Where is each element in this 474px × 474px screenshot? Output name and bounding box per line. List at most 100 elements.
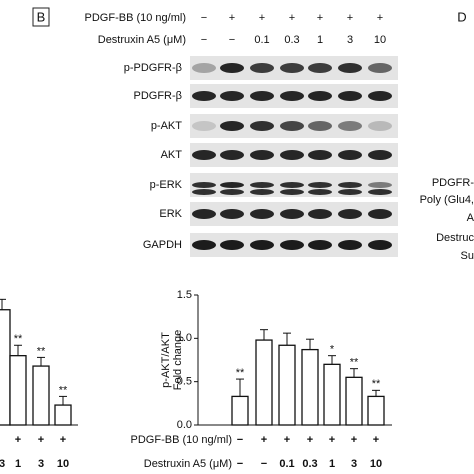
- band: [220, 63, 244, 73]
- band: [338, 240, 362, 250]
- band: [280, 182, 304, 188]
- band: [220, 91, 244, 101]
- row-value: 0.3: [302, 458, 317, 470]
- band: [338, 121, 362, 131]
- treatment-value: +: [229, 12, 235, 24]
- side-text: PDGFR-: [432, 177, 474, 189]
- treatment-label: PDGF-BB (10 ng/ml): [85, 12, 186, 24]
- band: [368, 182, 392, 188]
- band: [308, 91, 332, 101]
- y-tick-label: 1.5: [177, 289, 192, 301]
- band: [308, 189, 332, 195]
- row-value: 0.1: [279, 458, 294, 470]
- treatment-value: −: [201, 34, 207, 46]
- side-text: Destruc: [436, 232, 474, 244]
- row-value: +: [329, 434, 335, 446]
- band: [368, 121, 392, 131]
- band: [280, 189, 304, 195]
- band: [368, 189, 392, 195]
- band: [338, 150, 362, 160]
- side-text: Su: [461, 250, 474, 262]
- significance: **: [37, 345, 46, 357]
- treatment-value: 10: [374, 34, 386, 46]
- band: [308, 150, 332, 160]
- band-label: AKT: [161, 149, 183, 161]
- band-label: p-PDGFR-β: [124, 62, 182, 74]
- bar: [0, 309, 11, 426]
- band: [338, 91, 362, 101]
- band: [250, 150, 274, 160]
- row-value: 1: [329, 458, 335, 470]
- band: [308, 240, 332, 250]
- band: [250, 182, 274, 188]
- band: [250, 121, 274, 131]
- band-label: PDGFR-β: [134, 90, 183, 102]
- significance: **: [59, 384, 68, 396]
- row-value: 3: [351, 458, 357, 470]
- panel-box: [32, 7, 50, 27]
- row-value: +: [15, 434, 21, 446]
- band: [368, 91, 392, 101]
- y-tick-label: 0.0: [177, 419, 192, 431]
- band: [368, 63, 392, 73]
- bar: [54, 404, 72, 426]
- y-axis-label: p-AKT/AKT: [160, 332, 172, 388]
- band: [192, 209, 216, 219]
- band: [250, 240, 274, 250]
- significance: **: [14, 333, 23, 345]
- bar: [32, 365, 50, 426]
- row-value: +: [60, 434, 66, 446]
- significance: **: [236, 367, 245, 379]
- row-value: −: [237, 458, 243, 470]
- treatment-value: 0.1: [254, 34, 269, 46]
- band: [338, 182, 362, 188]
- band: [250, 63, 274, 73]
- band: [192, 63, 216, 73]
- row-value: 1: [15, 458, 21, 470]
- row-label: PDGF-BB (10 ng/ml): [131, 434, 232, 446]
- y-axis-label: Fold change: [172, 330, 184, 391]
- bar: [323, 363, 341, 426]
- band: [280, 150, 304, 160]
- band-label: p-ERK: [150, 179, 183, 191]
- treatment-value: +: [289, 12, 295, 24]
- row-value: +: [261, 434, 267, 446]
- row-value: 10: [57, 458, 69, 470]
- band: [280, 121, 304, 131]
- band: [192, 150, 216, 160]
- treatment-value: +: [347, 12, 353, 24]
- bar: [255, 339, 273, 426]
- band: [250, 189, 274, 195]
- band: [280, 240, 304, 250]
- band: [192, 240, 216, 250]
- band: [220, 209, 244, 219]
- row-value: 10: [370, 458, 382, 470]
- row-value: 3: [38, 458, 44, 470]
- treatment-value: +: [259, 12, 265, 24]
- row-label: Destruxin A5 (μM): [144, 458, 232, 470]
- row-value: +: [351, 434, 357, 446]
- treatment-value: −: [201, 12, 207, 24]
- row-value: 3: [0, 458, 5, 470]
- bar: [301, 348, 319, 426]
- row-value: +: [373, 434, 379, 446]
- band: [368, 150, 392, 160]
- band-label: p-AKT: [151, 120, 182, 132]
- band: [250, 209, 274, 219]
- band: [338, 63, 362, 73]
- band: [308, 121, 332, 131]
- treatment-value: +: [317, 12, 323, 24]
- band: [280, 63, 304, 73]
- band: [368, 240, 392, 250]
- y-tick-label: 1.0: [177, 332, 192, 344]
- treatment-value: 1: [317, 34, 323, 46]
- band: [250, 91, 274, 101]
- bar: [278, 344, 296, 426]
- band: [308, 182, 332, 188]
- treatment-label: Destruxin A5 (μM): [98, 34, 186, 46]
- band: [220, 240, 244, 250]
- band: [338, 189, 362, 195]
- significance: *: [330, 344, 335, 356]
- side-text: Poly (Glu4,: [420, 194, 474, 206]
